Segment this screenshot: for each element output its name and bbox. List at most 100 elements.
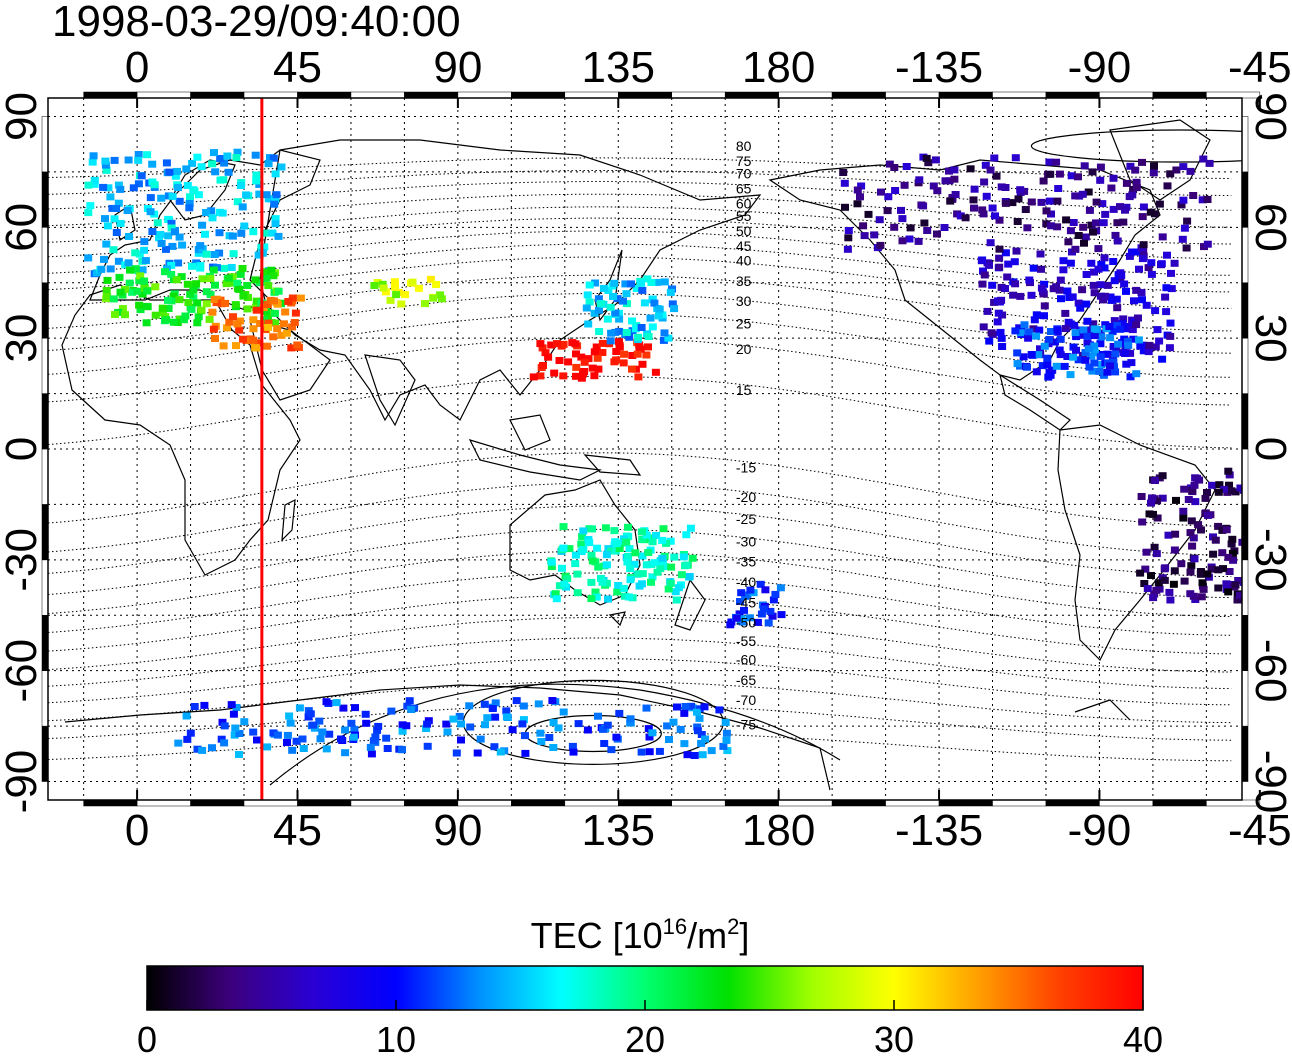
tec-cell: [996, 328, 1005, 336]
tec-cell: [1165, 588, 1174, 596]
tec-cell: [1047, 222, 1056, 230]
tec-cell: [1053, 223, 1062, 231]
tec-cell: [101, 161, 110, 169]
tec-cell: [647, 534, 656, 542]
colorbar-tick-label: 0: [137, 1019, 157, 1057]
right-frame-segment: [1241, 559, 1249, 616]
tec-cell: [652, 532, 661, 539]
tec-cell: [167, 270, 176, 278]
tec-cell: [1172, 496, 1180, 504]
tec-cell: [986, 239, 995, 247]
tec-cell: [1087, 221, 1096, 229]
tec-cell: [633, 350, 642, 358]
tec-cell: [552, 595, 561, 603]
tec-cell: [1106, 334, 1115, 342]
tec-cell: [1142, 548, 1151, 556]
tec-cell: [1078, 190, 1087, 198]
tec-cell: [1071, 245, 1080, 253]
contour-label: -35: [736, 554, 756, 570]
tec-cell: [1001, 184, 1010, 191]
tec-cell: [1020, 321, 1029, 329]
tec-cell: [628, 352, 637, 359]
magnetic-contour: [48, 505, 1232, 578]
tec-cell: [1027, 351, 1036, 358]
coast-nz: [674, 578, 706, 631]
tec-cell: [239, 335, 247, 343]
tec-cell: [551, 590, 560, 598]
tec-cell: [1090, 342, 1099, 350]
tec-cell: [922, 154, 931, 162]
tec-cell: [129, 184, 138, 192]
tec-cell: [232, 342, 240, 350]
tec-cell: [737, 615, 746, 623]
tec-cell: [612, 348, 621, 355]
coast-madagascar: [281, 498, 296, 542]
tec-cell: [88, 158, 97, 166]
tec-cell: [215, 229, 224, 237]
right-lat-tick-label: 30: [1246, 314, 1292, 363]
tec-cell: [197, 306, 206, 314]
tec-cell: [592, 343, 601, 351]
tec-cell: [1186, 529, 1195, 537]
tec-cell: [1085, 363, 1094, 371]
tec-cell: [1140, 580, 1149, 587]
contour-label: -75: [736, 716, 756, 732]
tec-cell: [1064, 238, 1073, 246]
tec-cell: [483, 714, 492, 722]
tec-cell: [1036, 345, 1044, 353]
tec-cell: [1036, 250, 1045, 258]
tec-cell: [602, 561, 611, 569]
tec-cell: [1224, 553, 1233, 561]
tec-cell: [715, 706, 724, 714]
tec-cell: [422, 725, 431, 732]
left-frame-segment: [41, 227, 49, 283]
tec-cell: [588, 364, 597, 372]
tec-cell: [235, 730, 244, 737]
tec-cell: [1034, 351, 1043, 359]
tec-cell: [1138, 213, 1147, 221]
tec-cell: [271, 220, 280, 228]
top-frame-segment: [1152, 91, 1207, 99]
tec-cell: [269, 333, 278, 341]
left-frame-segment: [41, 504, 49, 561]
tec-cell: [1164, 531, 1173, 539]
tec-cell: [682, 531, 691, 539]
tec-cell: [1101, 292, 1110, 300]
tec-cell: [1190, 555, 1199, 563]
tec-cell: [945, 177, 954, 185]
tec-cell: [1042, 220, 1051, 228]
magnetic-contour: [48, 681, 1232, 724]
tec-cell: [232, 704, 241, 711]
coast-tasmania: [608, 611, 626, 627]
tec-cell: [1179, 514, 1188, 522]
tec-cell: [322, 698, 331, 706]
tec-cell: [1052, 158, 1061, 166]
tec-cell: [1082, 300, 1091, 308]
tec-cell: [249, 316, 258, 324]
tec-cell: [295, 704, 304, 712]
tec-cell: [255, 279, 264, 287]
tec-cell: [624, 552, 632, 560]
tec-cell: [951, 191, 960, 198]
tec-cell: [595, 306, 603, 314]
tec-cell: [131, 265, 140, 273]
tec-cell: [632, 285, 641, 292]
tec-cell: [367, 750, 376, 758]
tec-cell: [571, 560, 580, 568]
tec-cell: [452, 749, 461, 757]
contour-label: 80: [736, 138, 752, 154]
tec-cell: [1063, 287, 1072, 295]
tec-cell: [299, 745, 308, 752]
tec-cell: [269, 272, 278, 280]
tec-cell: [1197, 593, 1206, 601]
tec-cell: [1187, 562, 1196, 570]
tec-cell: [870, 231, 879, 239]
tec-cell: [553, 340, 561, 348]
tec-cell: [594, 712, 602, 720]
tec-cell: [1132, 184, 1141, 192]
tec-cell: [273, 731, 282, 739]
tec-cell: [1029, 325, 1038, 333]
tec-cell: [613, 588, 622, 596]
tec-cell: [1139, 347, 1148, 355]
magnetic-contour: [48, 550, 1232, 618]
